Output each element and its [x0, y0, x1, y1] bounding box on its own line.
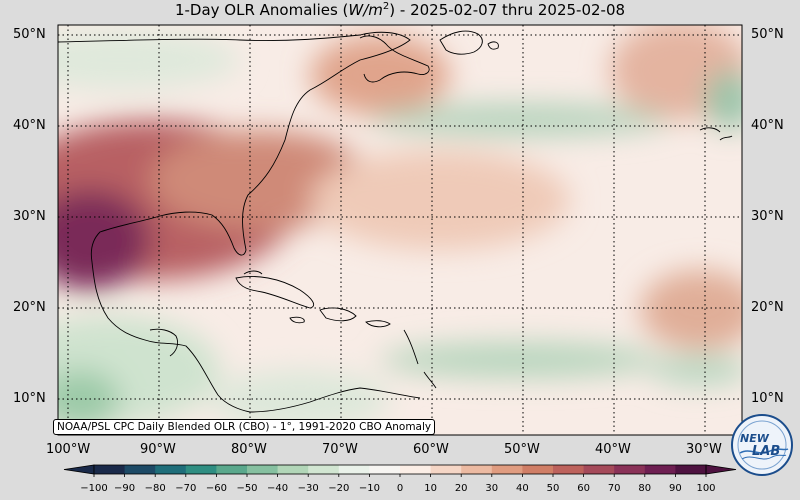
colorbar-tick-label: 100 — [696, 483, 716, 494]
lon-label-70w: 70°W — [322, 442, 358, 457]
colorbar-segment — [553, 465, 585, 474]
colorbar-segment — [124, 465, 156, 474]
colorbar-tick-label: 40 — [516, 483, 529, 494]
colorbar-segment — [216, 465, 248, 474]
colorbar-tick-label: −40 — [267, 483, 289, 494]
colorbar-segment — [338, 465, 370, 474]
colorbar-extend-low — [63, 464, 95, 475]
colorbar-segment — [583, 465, 615, 474]
colorbar-tick-label: −80 — [144, 483, 166, 494]
noaa-lab-logo: NEW LAB — [730, 413, 794, 477]
colorbar-segment — [461, 465, 493, 474]
lon-label-80w: 80°W — [231, 442, 267, 457]
colorbar-tick-label: 70 — [607, 483, 621, 494]
colorbar-tick-label: 60 — [577, 483, 590, 494]
map-title: 1-Day OLR Anomalies (W/m2) - 2025-02-07 … — [174, 1, 626, 19]
colorbar-tick-label: 50 — [546, 483, 560, 494]
colorbar-segment — [522, 465, 554, 474]
lat-label-right-10: 10°N — [751, 391, 784, 406]
colorbar-segment — [277, 465, 309, 474]
lon-label-50w: 50°W — [504, 442, 540, 457]
colorbar-segment — [369, 465, 401, 474]
colorbar — [63, 464, 737, 477]
colorbar-tick-label: 80 — [638, 483, 652, 494]
colorbar-tick-label: −60 — [205, 483, 227, 494]
colorbar-tick-label: −100 — [80, 483, 108, 494]
colorbar-tick-label: −10 — [358, 483, 380, 494]
lon-label-90w: 90°W — [140, 442, 176, 457]
lon-label-30w: 30°W — [686, 442, 722, 457]
colorbar-segment — [430, 465, 462, 474]
lat-label-right-50: 50°N — [751, 27, 784, 42]
colorbar-segment — [94, 465, 126, 474]
colorbar-tick-label: −20 — [328, 483, 350, 494]
lat-label-right-30: 30°N — [751, 209, 784, 224]
lat-label-left-30: 30°N — [13, 209, 46, 224]
logo-text-top: NEW — [740, 432, 769, 445]
colorbar-tick-label: −50 — [236, 483, 258, 494]
colorbar-tick-label: −90 — [114, 483, 136, 494]
lon-label-40w: 40°W — [595, 442, 631, 457]
lon-label-100w: 100°W — [46, 442, 91, 457]
lat-label-left-50: 50°N — [13, 27, 46, 42]
lon-label-60w: 60°W — [413, 442, 449, 457]
graticule — [58, 25, 742, 435]
colorbar-tick-label: −70 — [175, 483, 197, 494]
colorbar-tick-label: −30 — [297, 483, 319, 494]
colorbar-segment — [400, 465, 432, 474]
colorbar-segment — [644, 465, 676, 474]
data-credit-box: NOAA/PSL CPC Daily Blended OLR (CBO) - 1… — [53, 419, 436, 435]
colorbar-tick-label: 10 — [424, 483, 437, 494]
logo-text-bottom: LAB — [752, 444, 781, 459]
lat-label-right-20: 20°N — [751, 300, 784, 315]
colorbar-segment — [675, 465, 707, 474]
colorbar-segment — [155, 465, 187, 474]
anomaly-field — [58, 25, 742, 435]
colorbar-segment — [185, 465, 217, 474]
colorbar-tick-label: 30 — [485, 483, 499, 494]
colorbar-segment — [614, 465, 646, 474]
colorbar-segment — [247, 465, 279, 474]
lat-label-left-40: 40°N — [13, 118, 46, 133]
colorbar-tick-label: 0 — [396, 483, 404, 494]
lat-label-left-20: 20°N — [13, 300, 46, 315]
lat-label-right-40: 40°N — [751, 118, 784, 133]
colorbar-segment — [491, 465, 523, 474]
colorbar-segment — [308, 465, 340, 474]
logo-emblem — [731, 414, 793, 476]
colorbar-tick-label: 90 — [669, 483, 682, 494]
lat-label-left-10: 10°N — [13, 391, 46, 406]
map-frame — [57, 24, 743, 436]
colorbar-tick-label: 20 — [454, 483, 468, 494]
